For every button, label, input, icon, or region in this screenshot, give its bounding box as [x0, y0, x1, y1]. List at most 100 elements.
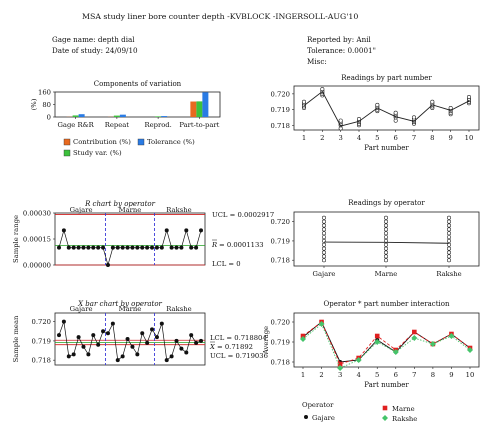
xbar_chart-point	[61, 319, 66, 324]
components-ytick-label: 80	[42, 101, 51, 109]
by-operator-title: Readings by operator	[348, 199, 425, 207]
interaction-point-rakshe	[300, 336, 306, 342]
r_chart-point	[81, 245, 86, 250]
r_chart-point	[169, 245, 174, 250]
xbar_chart-point	[164, 358, 169, 363]
components-ytick-label: 0	[47, 114, 51, 122]
r_chart-point	[159, 245, 164, 250]
interaction-series-line-marne	[302, 321, 471, 365]
by-operator-xtick-label: Rakshe	[436, 270, 461, 278]
xbar_chart-point	[179, 346, 184, 351]
xbar_chart-ytick-label: 0.720	[32, 318, 51, 326]
r_chart-point	[194, 245, 199, 250]
r_chart-point	[110, 245, 115, 250]
xbar_chart-ytick-label: 0.719	[32, 337, 51, 345]
tolerance: Tolerance: 0.0001"	[307, 46, 376, 55]
components-ytick-label: 160	[38, 89, 51, 97]
by-operator-reading-point	[321, 258, 326, 263]
xbar_chart-point	[125, 337, 130, 341]
interaction-title: Operator * part number interaction	[323, 300, 450, 308]
by-part-xtick-label: 4	[357, 134, 361, 142]
xbar_chart-point	[174, 338, 179, 343]
r_chart-point	[96, 245, 101, 250]
components-legend-swatch	[137, 138, 145, 146]
interaction-xtick-label: 3	[338, 371, 342, 379]
xbar_chart-point	[81, 344, 86, 349]
interaction-point-rakshe	[467, 347, 473, 353]
components-legend-swatch	[63, 138, 71, 146]
r_chart-point	[71, 245, 76, 250]
interaction-point-marne	[337, 361, 343, 367]
xbar_chart-point	[159, 321, 164, 326]
by-operator-xtick-label: Marne	[375, 270, 398, 278]
interaction-legend-marker	[382, 415, 388, 421]
by-part-reading-point	[356, 117, 361, 122]
by-operator-ytick-label: 0.719	[271, 237, 290, 245]
xbar_chart-point	[91, 333, 96, 338]
xbar_chart-point	[145, 340, 150, 345]
by-operator-reading-point	[383, 242, 388, 247]
r_chart-point	[184, 228, 189, 233]
xbar_chart-plot-frame	[54, 312, 206, 366]
r_chart-center-symbol: R	[211, 241, 217, 249]
components-ylabel: (%)	[30, 98, 38, 110]
interaction-xtick-label: 1	[301, 371, 305, 379]
r_chart-lcl-label: LCL = 0	[212, 260, 241, 268]
interaction-legend-marker	[382, 405, 388, 411]
interaction-xtick-label: 9	[449, 371, 453, 379]
xbar_chart-point	[150, 327, 155, 332]
by-part-xtick-label: 2	[320, 134, 324, 142]
r_chart-ytick-label: 0.00000	[23, 262, 51, 270]
by-part-reading-point	[430, 99, 435, 104]
xbar_chart-point	[57, 333, 61, 338]
by-operator-reading-point	[321, 250, 326, 255]
r_chart-ytick-label: 0.00015	[23, 236, 51, 244]
reported-by: Reported by: Anil	[307, 35, 371, 44]
r_chart-point	[76, 245, 81, 250]
r_chart-point	[120, 245, 125, 250]
interaction-point-rakshe	[411, 335, 418, 341]
xbar_chart-point	[189, 333, 194, 338]
xbar_chart-center-label: = 0.71892	[217, 343, 253, 351]
r_chart-point	[125, 245, 130, 250]
by-operator-reading-point	[446, 219, 451, 224]
interaction-point-rakshe	[374, 339, 381, 345]
r_chart-operator-label: Gajare	[70, 206, 93, 214]
interaction-series-line-gajare	[302, 321, 471, 363]
interaction-point-rakshe	[429, 341, 436, 347]
components-bar	[190, 101, 197, 117]
xbar_chart-point	[101, 329, 106, 334]
r_chart-plot-frame	[54, 212, 206, 266]
components-bar	[202, 92, 209, 117]
components-legend-label: Tolerance (%)	[147, 138, 195, 146]
xbar_chart-point	[120, 354, 125, 359]
by-operator-reading-point	[446, 250, 451, 255]
interaction-xtick-label: 8	[431, 371, 435, 379]
r_chart-center-label: = 0.0001133	[219, 241, 264, 249]
by-operator-reading-point	[446, 258, 451, 263]
xbar_chart-point	[76, 335, 81, 340]
by-part-xlabel: Part number	[364, 144, 409, 152]
components-xtick-label: Repeat	[105, 121, 130, 129]
xbar_chart-ucl-label: LCL = 0.718804	[210, 334, 267, 342]
r_chart-point	[105, 263, 110, 267]
xbar_chart-point	[140, 331, 145, 336]
r_chart-point	[57, 245, 61, 250]
by-operator-reading-point	[446, 227, 451, 232]
components-bar	[155, 116, 162, 117]
by-operator-reading-point	[383, 258, 388, 263]
by-part-xtick-label: 6	[394, 134, 398, 142]
interaction-ytick-label: 0.719	[271, 339, 290, 347]
xbar_chart-point	[130, 344, 135, 349]
interaction-point-rakshe	[355, 357, 362, 363]
by-part-xtick-label: 5	[375, 134, 379, 142]
by-operator-reading-point	[446, 235, 451, 240]
xbar_chart-point	[71, 352, 76, 357]
by-part-reading-point	[393, 110, 398, 115]
r_chart-point	[174, 245, 179, 250]
r_chart-ytick-label: 0.00030	[23, 210, 51, 218]
components-bar	[78, 114, 85, 117]
components-title: Components of variation	[94, 80, 182, 88]
interaction-point-rakshe	[318, 321, 325, 327]
